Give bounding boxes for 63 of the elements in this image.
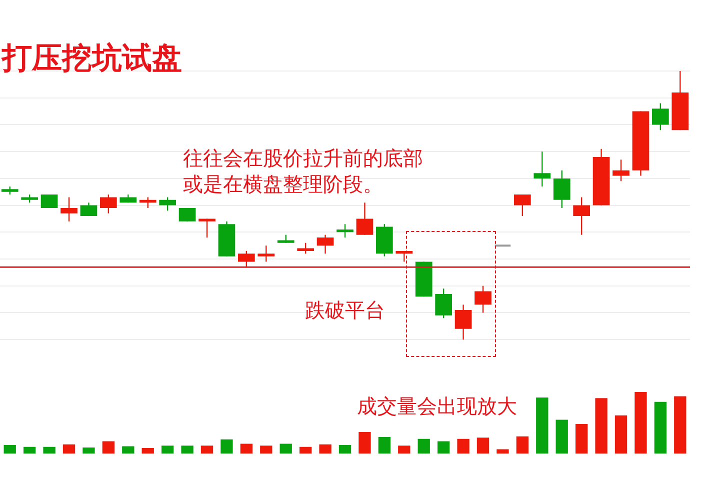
bar [23, 446, 36, 454]
candlestick [356, 202, 374, 236]
bar [319, 444, 332, 454]
bar [181, 446, 194, 454]
bar [161, 446, 174, 454]
bar [556, 420, 568, 454]
candlestick [435, 288, 452, 319]
bar [62, 444, 76, 454]
candlestick [553, 170, 570, 209]
candlestick [159, 196, 176, 212]
bar [299, 446, 312, 454]
candlestick [534, 150, 551, 188]
candlestick [80, 202, 98, 217]
bar [516, 436, 529, 454]
bar [614, 415, 628, 454]
candlestick [40, 194, 58, 208]
bar [437, 441, 450, 454]
candlestick [100, 194, 117, 214]
bar [260, 446, 272, 454]
bar [634, 392, 647, 454]
candlestick [474, 285, 492, 314]
candlestick [258, 244, 275, 262]
bar [4, 444, 16, 454]
bar [654, 402, 667, 454]
bar [122, 446, 134, 454]
annotation: 跌破平台 [305, 297, 385, 323]
bar [280, 444, 292, 454]
bar [674, 396, 686, 454]
candlestick [652, 102, 669, 131]
annotation: 或是在横盘整理阶段。 [183, 171, 383, 197]
bar [200, 446, 214, 454]
bar [476, 438, 490, 454]
annotation: 成交量会出现放大 [357, 393, 517, 419]
bar [575, 424, 588, 454]
bar [418, 438, 430, 454]
bar [457, 438, 470, 454]
bar [338, 444, 352, 454]
bar [358, 432, 371, 454]
candlestick [454, 304, 472, 340]
bar [43, 446, 56, 454]
candlestick [198, 218, 216, 238]
candlestick [139, 196, 156, 209]
bar [398, 446, 410, 454]
candlestick [178, 207, 196, 222]
candlestick [336, 224, 354, 238]
bar [142, 448, 154, 454]
bar [220, 439, 233, 454]
bar [496, 449, 509, 454]
chart-title: 打压挖坑试盘 [2, 40, 182, 78]
candlestick [238, 250, 255, 268]
annotation: 往往会在股价拉升前的底部 [183, 145, 423, 171]
bar [536, 398, 548, 454]
candlestick [60, 196, 78, 222]
bar [595, 398, 608, 454]
candlestick [297, 242, 314, 254]
candlestick [514, 194, 531, 217]
bar [82, 447, 95, 454]
bar [102, 441, 115, 454]
candlestick [612, 159, 630, 182]
bar [240, 444, 253, 454]
candlestick [316, 234, 334, 254]
candlestick [573, 196, 590, 236]
bar [378, 436, 391, 454]
